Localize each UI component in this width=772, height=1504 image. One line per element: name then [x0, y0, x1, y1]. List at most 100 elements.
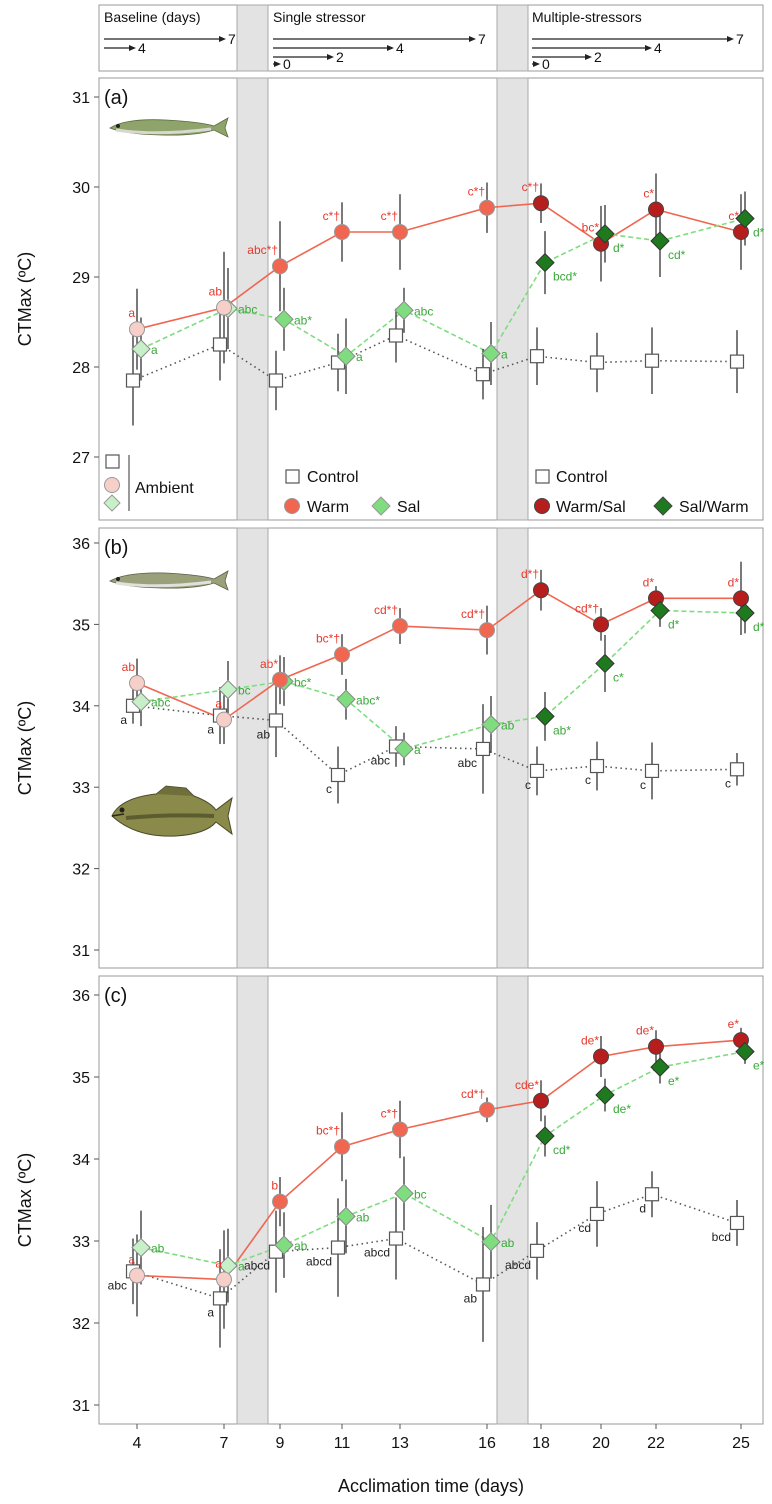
warm-point — [334, 646, 350, 663]
legend-ambient-circle-marker — [104, 477, 120, 493]
y-tick-label: 31 — [72, 90, 90, 107]
salwarm-point — [735, 208, 755, 229]
legend-ambient-control-marker — [105, 454, 120, 469]
x-tick-label: 11 — [334, 1435, 351, 1452]
timeline-multi-arrow-label: 4 — [654, 40, 662, 56]
control-sig-label: ab — [464, 1291, 478, 1305]
sal-sig-label: ab — [356, 1210, 370, 1224]
warm-point — [216, 1271, 232, 1288]
control-point — [330, 767, 346, 783]
x-tick-label: 18 — [532, 1435, 550, 1452]
legend-sal-marker — [371, 496, 391, 516]
warm-point — [392, 224, 408, 240]
sal-sig-label: a — [238, 1260, 245, 1274]
sal-point — [131, 1237, 151, 1258]
timeline-baseline-arrow-head — [219, 36, 226, 42]
salwarm-sig-label: d* — [753, 226, 765, 240]
control-point — [644, 1187, 660, 1202]
sal-sig-label: ab* — [294, 313, 312, 327]
salwarm-sig-label: e* — [753, 1059, 765, 1073]
timeline-shade — [496, 4, 529, 72]
sal-sig-label: bc — [414, 1187, 427, 1201]
control-sig-label: c — [585, 773, 591, 787]
warm-sig-label: c* — [643, 187, 654, 201]
timeline-section-multi: Multiple-stressors — [532, 9, 642, 25]
x-tick-label: 13 — [391, 1435, 409, 1452]
timeline-multi-arrow-head — [533, 61, 540, 67]
salwarm-point — [735, 603, 755, 623]
timeline-single-arrow-head — [327, 54, 334, 60]
salwarm-point — [650, 231, 670, 251]
control-sig-label: abcd — [505, 1258, 531, 1272]
warm-point — [216, 299, 232, 316]
control-point — [529, 1243, 545, 1258]
warm-point — [272, 671, 288, 688]
timeline-shade — [236, 4, 269, 72]
control-point — [644, 353, 660, 368]
warm-sig-label: abc*† — [247, 243, 278, 257]
y-tick-label: 32 — [72, 1316, 90, 1333]
sal-point — [394, 739, 414, 759]
sal-point — [394, 1183, 414, 1204]
acclimation-shade — [236, 975, 269, 1425]
acclimation-shade — [236, 527, 269, 969]
timeline-single-arrow-label: 0 — [283, 56, 291, 72]
legend-control2-marker — [535, 469, 550, 484]
legend-control2-label: Control — [556, 469, 608, 486]
timeline-multi-arrow-head — [585, 54, 592, 60]
salwarm-sig-label: cd* — [668, 248, 686, 262]
sal-sig-label: abc — [414, 304, 433, 318]
control-sig-label: d — [639, 1201, 646, 1215]
salwarm-point — [650, 600, 670, 621]
y-tick-label: 33 — [72, 1234, 90, 1251]
warm-point — [392, 1121, 408, 1138]
panel-label: (b) — [104, 537, 128, 559]
sal-sig-label: a — [356, 350, 363, 364]
warm-point — [272, 1193, 288, 1210]
warm-point — [479, 1101, 495, 1118]
control-sig-label: bcd — [712, 1230, 731, 1244]
warm-point — [334, 1138, 350, 1155]
warm-line — [136, 202, 742, 330]
control-point — [330, 1240, 346, 1255]
warm-sig-label: a — [128, 1252, 135, 1266]
timeline-single-arrow-head — [387, 45, 394, 51]
control-point — [529, 349, 545, 364]
warm-sig-label: cd*† — [461, 607, 485, 621]
warmsal-point — [648, 1038, 664, 1055]
warm-sig-label: e* — [728, 1017, 740, 1031]
sal-point — [481, 1232, 501, 1252]
control-point — [388, 1231, 404, 1246]
legend-warmsal-label: Warm/Sal — [556, 499, 626, 516]
y-tick-label: 36 — [72, 988, 90, 1005]
warmsal-point — [593, 1048, 609, 1065]
sal-sig-label: ab — [501, 1236, 515, 1250]
sal-point — [481, 343, 501, 364]
control-sig-label: c — [640, 778, 646, 792]
legend-sal-label: Sal — [397, 499, 420, 516]
control-point — [729, 1215, 745, 1231]
control-line — [132, 705, 738, 776]
timeline-baseline-arrow-label: 4 — [138, 40, 146, 56]
panel-label: (a) — [104, 87, 128, 109]
y-axis-label: CTMax (ºC) — [15, 1153, 35, 1248]
salwarm-point — [595, 1085, 615, 1105]
bass-fish-image — [111, 785, 233, 837]
sal-sig-label: abc — [151, 696, 170, 710]
sal-point — [336, 346, 356, 366]
sal-sig-label: ab — [294, 1239, 308, 1253]
control-point — [529, 763, 545, 779]
warmsal-point — [533, 1092, 549, 1109]
panel-label: (c) — [104, 985, 127, 1007]
control-sig-label: abc — [108, 1278, 127, 1292]
salwarm-point — [535, 252, 555, 273]
warm-sig-label: de* — [636, 1024, 654, 1038]
sal-line — [140, 609, 746, 750]
control-sig-label: a — [207, 723, 214, 737]
warm-sig-label: d*† — [521, 567, 539, 581]
legend-ambient-diamond-marker — [103, 494, 121, 512]
y-tick-label: 35 — [72, 617, 90, 634]
y-tick-label: 29 — [72, 270, 90, 287]
timeline-single-arrow-label: 7 — [478, 31, 486, 47]
